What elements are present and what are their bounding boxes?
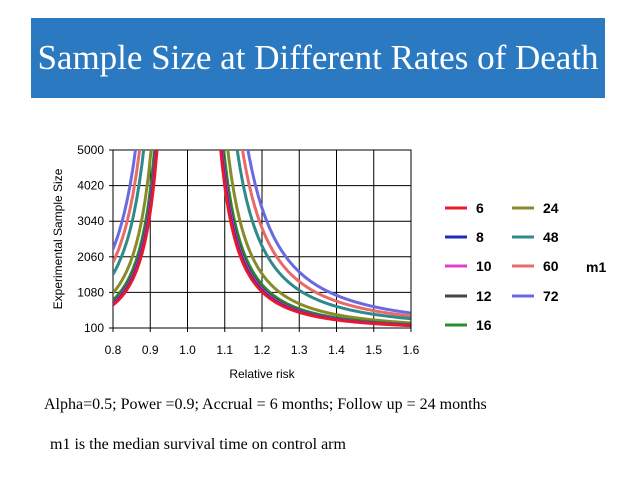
y-tick-label: 1080 [77,285,104,299]
legend-label-10: 10 [476,258,492,274]
series-line-6-left [113,150,159,307]
y-tick-label: 4020 [77,179,104,193]
title-banner: Sample Size at Different Rates of Death [31,18,605,98]
series-line-48-left [113,150,146,276]
legend-label-16: 16 [476,317,492,333]
x-tick-label: 1.3 [291,343,308,357]
series-line-72-right [246,150,411,315]
legend-title: m1 [586,259,606,275]
legend-label-60: 60 [543,258,559,274]
legend-label-8: 8 [476,229,484,245]
y-axis-label: Experimental Sample Size [51,168,65,309]
definition-note: m1 is the median survival time on contro… [50,436,346,453]
series-line-24-right [226,150,411,325]
x-tick-labels: 0.8 0.9 1.0 1.1 1.2 1.3 1.4 1.5 1.6 [105,343,420,357]
y-tick-label: 3040 [77,214,104,228]
series-line-48-right [235,150,411,321]
legend-label-6: 6 [476,200,484,216]
y-tick-label: 5000 [77,143,104,157]
x-axis-label: Relative risk [229,367,295,381]
series-line-6-right [219,150,411,328]
legend: 6 8 10 12 16 24 48 60 72 [445,200,559,333]
legend-label-24: 24 [543,200,559,216]
y-tick-labels: 100 1080 2060 3040 4020 5000 [77,143,104,335]
y-tick-label: 100 [84,321,104,335]
x-tick-label: 1.5 [365,343,382,357]
legend-label-12: 12 [476,288,492,304]
x-tick-label: 1.2 [254,343,271,357]
series-line-60-right [241,150,411,318]
legend-label-48: 48 [543,229,559,245]
legend-label-72: 72 [543,288,559,304]
series-curves [113,150,411,328]
x-tick-label: 1.0 [179,343,196,357]
x-tick-label: 1.4 [328,343,345,357]
series-line-72-left [113,150,137,250]
slide-title: Sample Size at Different Rates of Death [37,38,599,77]
series-line-24-left [113,150,153,294]
series-line-60-left [113,150,142,264]
parameters-note: Alpha=0.5; Power =0.9; Accrual = 6 month… [44,396,487,413]
x-tick-label: 1.1 [216,343,233,357]
x-tick-label: 0.9 [142,343,159,357]
x-tick-label: 0.8 [105,343,122,357]
x-tick-label: 1.6 [403,343,420,357]
y-tick-label: 2060 [77,250,104,264]
